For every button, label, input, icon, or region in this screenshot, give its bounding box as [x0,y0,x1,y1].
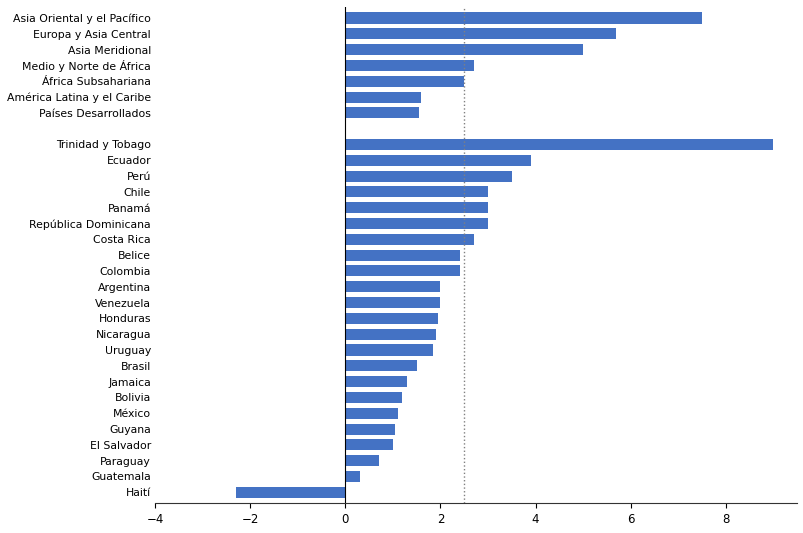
Bar [236,487,345,498]
Bar [345,376,406,387]
Bar [345,28,616,39]
Bar [345,44,582,55]
Bar [345,344,433,356]
Bar [345,265,459,277]
Bar [345,107,418,118]
Bar [345,218,487,229]
Bar [345,360,416,372]
Bar [345,12,701,23]
Bar [345,281,440,292]
Bar [345,202,487,213]
Bar [345,187,487,197]
Bar [345,471,359,482]
Bar [345,234,473,245]
Bar [345,76,463,87]
Bar [345,155,530,166]
Bar [345,249,459,261]
Bar [345,313,438,324]
Bar [345,455,378,466]
Bar [345,439,393,450]
Bar [345,139,772,150]
Bar [345,297,440,308]
Bar [345,171,512,182]
Bar [345,392,402,403]
Bar [345,329,435,340]
Bar [345,60,473,71]
Bar [345,408,397,419]
Bar [345,92,421,102]
Bar [345,424,395,434]
